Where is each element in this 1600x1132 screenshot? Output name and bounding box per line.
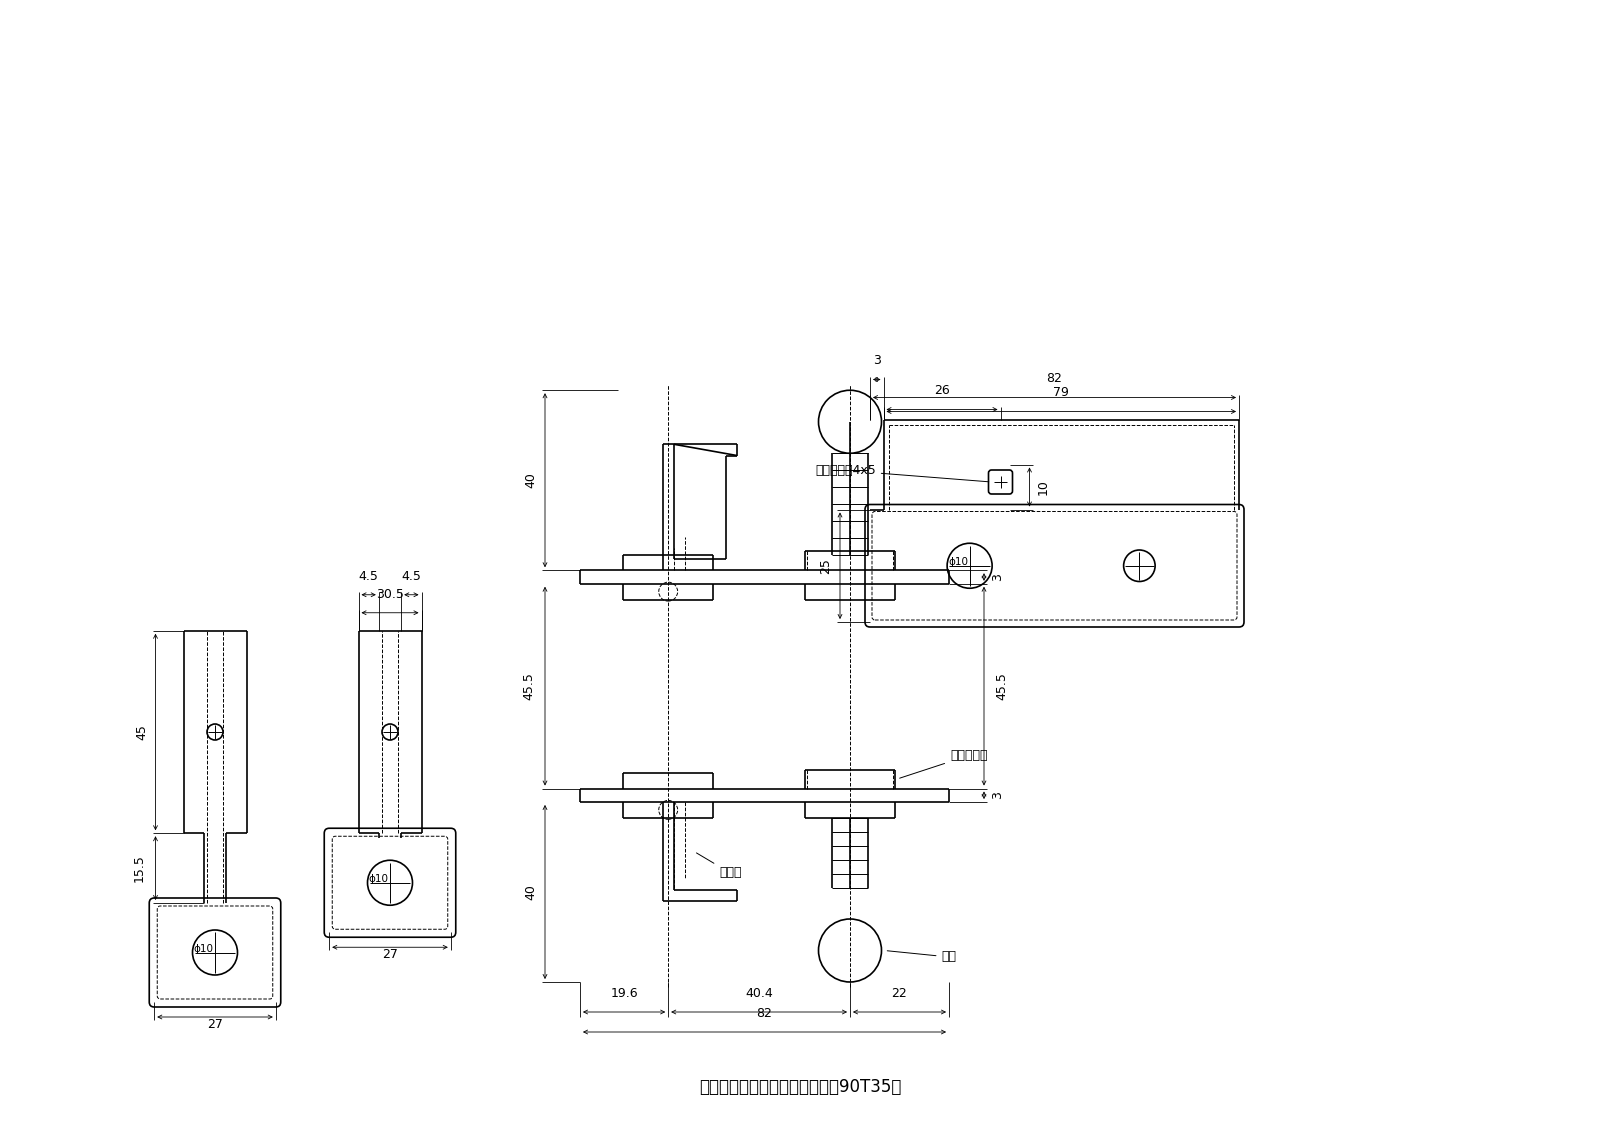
Text: 45.5: 45.5 — [523, 672, 536, 700]
Text: 40: 40 — [525, 884, 538, 900]
Text: 40: 40 — [525, 472, 538, 488]
Text: 22: 22 — [891, 987, 907, 1000]
Text: 30.5: 30.5 — [376, 588, 403, 601]
Text: 間仕切ロック両開鍵掛穴付　（90T35）: 間仕切ロック両開鍵掛穴付 （90T35） — [699, 1078, 901, 1096]
Text: 82: 82 — [757, 1007, 773, 1020]
Text: 脱木: 脱木 — [888, 951, 957, 963]
Text: 79: 79 — [1053, 386, 1069, 400]
FancyBboxPatch shape — [325, 829, 456, 937]
Text: 25: 25 — [819, 558, 832, 574]
Text: 4.5: 4.5 — [402, 569, 421, 583]
Text: 10: 10 — [1037, 479, 1050, 495]
FancyBboxPatch shape — [866, 505, 1245, 627]
Text: 3: 3 — [992, 791, 1005, 799]
Text: 82: 82 — [1046, 372, 1062, 386]
FancyBboxPatch shape — [989, 470, 1013, 494]
Text: 45.5: 45.5 — [995, 672, 1008, 700]
Text: 45: 45 — [134, 724, 147, 740]
FancyBboxPatch shape — [149, 898, 280, 1007]
Text: 15.5: 15.5 — [133, 855, 146, 882]
Text: ロックピン: ロックピン — [899, 749, 987, 778]
Text: ϕ10: ϕ10 — [949, 557, 968, 567]
Text: 19.6: 19.6 — [610, 987, 638, 1000]
Text: 27: 27 — [206, 1018, 222, 1031]
Text: 40.4: 40.4 — [746, 987, 773, 1000]
Text: トラスネジ4x5: トラスネジ4x5 — [814, 464, 989, 482]
Text: 4.5: 4.5 — [358, 569, 379, 583]
Text: ϕ10: ϕ10 — [368, 874, 389, 884]
Text: 26: 26 — [934, 385, 950, 397]
Text: 脱木受: 脱木受 — [696, 852, 741, 880]
Text: 3: 3 — [874, 354, 880, 368]
Text: 27: 27 — [382, 949, 398, 961]
Text: ϕ10: ϕ10 — [194, 944, 214, 954]
Text: 3: 3 — [992, 573, 1005, 581]
